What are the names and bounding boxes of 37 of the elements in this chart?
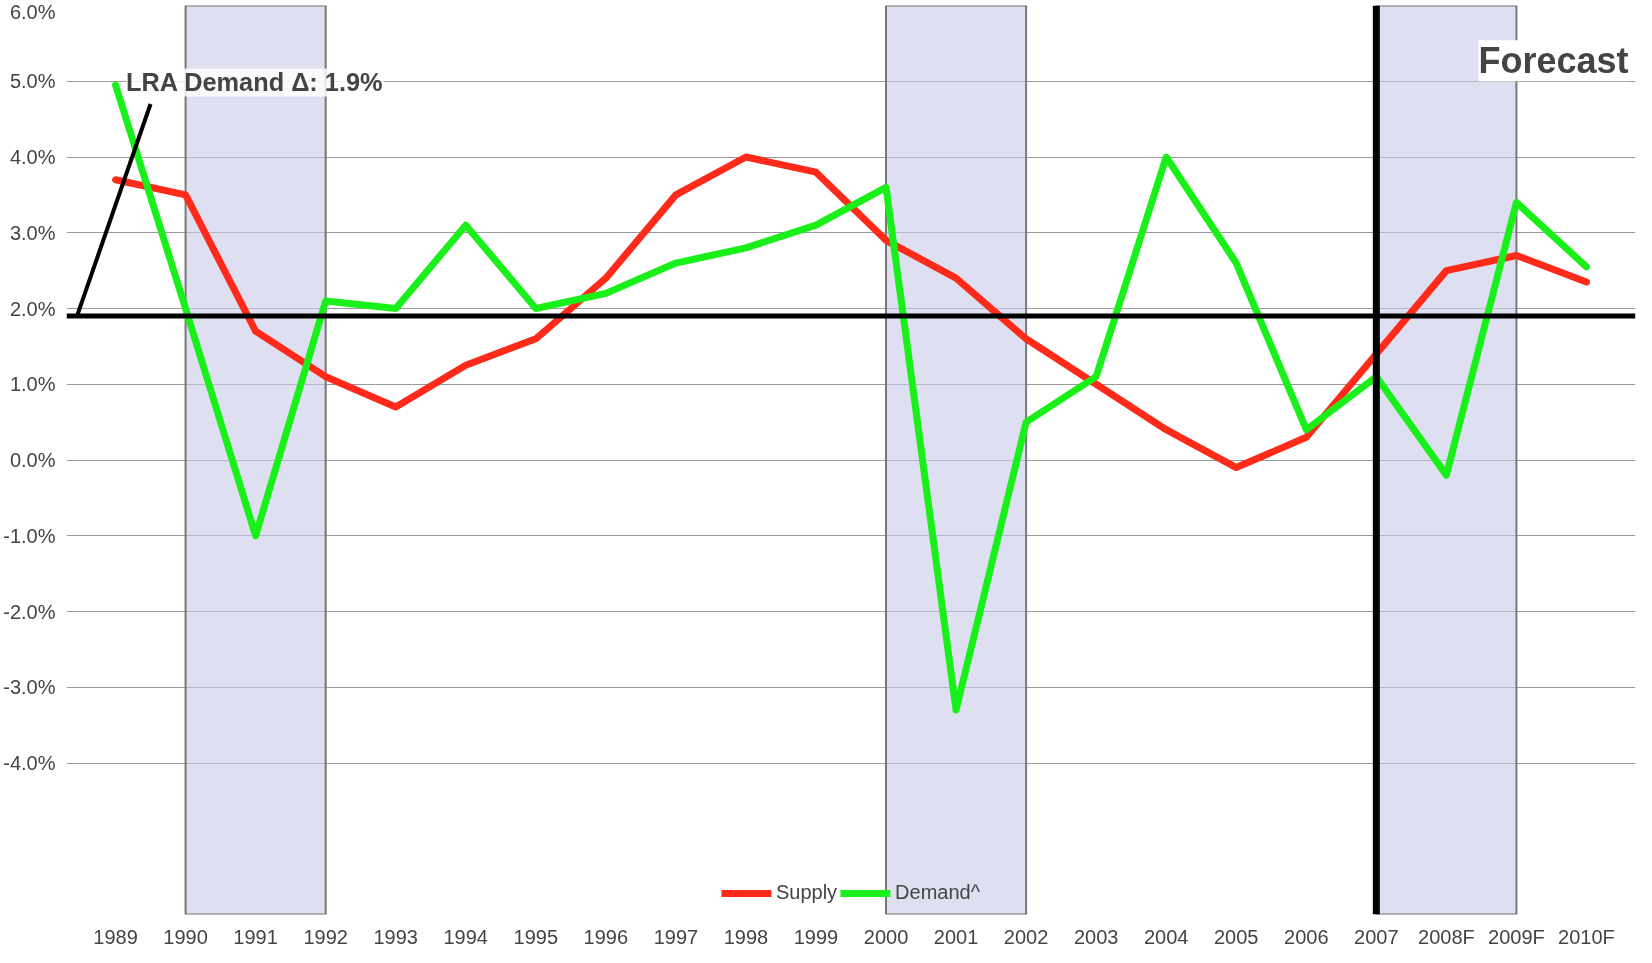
ref-line-label: Forecast [1478,40,1629,82]
x-tick-label: 2003 [1073,925,1119,948]
x-tick-label: 1999 [793,925,839,948]
x-tick-label: 2007 [1354,925,1399,948]
x-tick-label: 2010F [1558,925,1615,948]
x-tick-label: 1993 [373,925,418,948]
x-tick-label: 1995 [513,925,559,948]
ref-line-label: LRA Demand Δ: 1.9% [126,68,383,97]
legend-label: Demand^ [895,881,981,904]
x-tick-label: 2006 [1284,925,1329,948]
y-tick-label: -4.0% [3,752,56,774]
x-tick-label: 1994 [443,925,489,948]
x-tick-label: 2000 [863,925,909,948]
x-tick-label: 1997 [653,925,699,948]
y-tick-label: 1.0% [9,373,56,396]
y-tick-label: 0.0% [9,449,56,471]
x-tick-label: 1989 [93,925,138,948]
y-tick-label: 3.0% [9,221,56,244]
x-tick-label: 1990 [163,925,208,948]
legend-label: Supply [775,881,838,904]
y-tick-label: 2.0% [9,297,56,320]
x-tick-label: 2005 [1214,925,1259,948]
x-tick-label: 2002 [1003,925,1049,948]
x-tick-label: 2001 [933,925,979,948]
x-tick-label: 2004 [1143,925,1189,948]
x-tick-label: 2008F [1418,925,1475,948]
y-tick-label: 5.0% [9,70,56,93]
y-tick-label: 6.0% [9,0,56,23]
x-tick-label: 2009F [1488,925,1545,948]
x-tick-label: 1998 [723,925,769,948]
x-tick-label: 1996 [583,925,629,948]
y-tick-label: 4.0% [9,146,56,168]
y-tick-label: -3.0% [3,676,56,699]
y-tick-label: -2.0% [3,600,56,623]
x-tick-label: 1992 [303,925,348,948]
x-tick-label: 1991 [233,925,278,948]
y-tick-label: -1.0% [3,524,56,547]
